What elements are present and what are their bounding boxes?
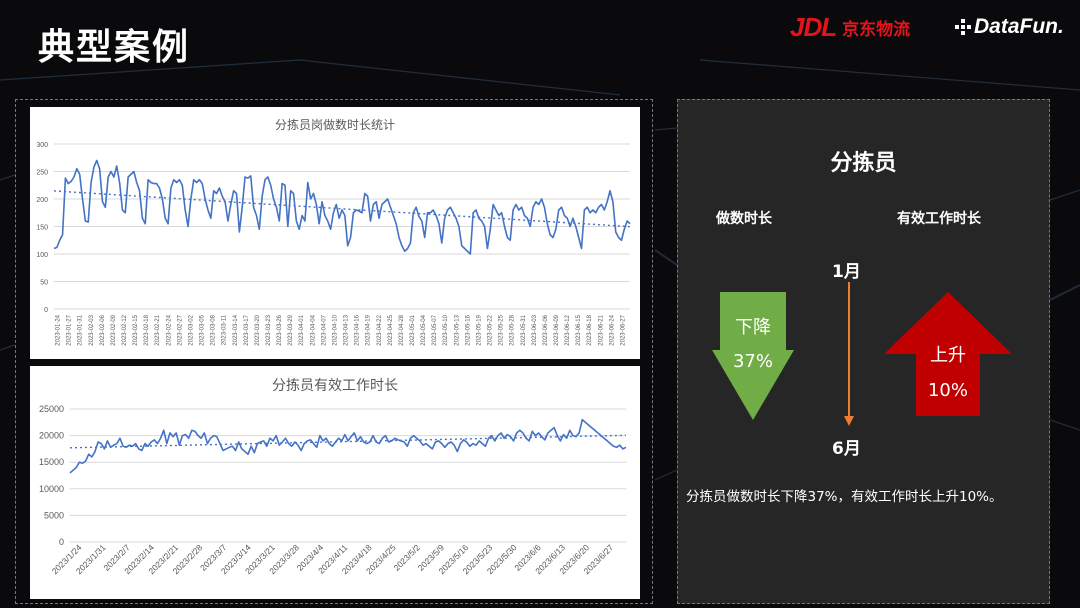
- x-tick-label: 2023-05-25: [499, 314, 505, 345]
- x-tick-label: 2023-03-14: [233, 314, 239, 345]
- x-tick-label: 2023-05-10: [443, 314, 449, 345]
- series-line: [69, 418, 627, 474]
- y-tick-label: 0: [59, 537, 64, 547]
- y-tick-label: 5000: [44, 510, 64, 520]
- x-tick-label: 2023-05-13: [454, 314, 460, 345]
- up-label: 上升: [930, 345, 966, 366]
- x-tick-label: 2023-02-03: [89, 314, 95, 345]
- jdl-logo-text: 京东物流: [842, 19, 911, 40]
- summary-title: 分拣员: [830, 151, 897, 176]
- x-tick-label: 2023-05-01: [410, 314, 416, 345]
- jdl-logo: JDL 京东物流: [790, 11, 911, 42]
- y-tick-label: 200: [36, 197, 48, 204]
- chart-effective-worktime-svg: 分拣员有效工作时长05000100001500020000250002023/1…: [39, 378, 627, 576]
- x-tick-label: 2023-01-27: [67, 314, 73, 345]
- x-tick-label: 2023-02-21: [155, 314, 161, 345]
- datafun-logo-text: DataFun.: [974, 15, 1064, 38]
- x-tick-label: 2023-02-18: [144, 314, 150, 345]
- label-effective-worktime: 有效工作时长: [897, 211, 981, 227]
- chart-sorting-duration-svg: 分拣员岗做数时长统计 0 50 100 150 200 250 300 2023-01-24 20…: [36, 117, 631, 346]
- x-tick-label: 2023-06-09: [554, 314, 560, 345]
- chart-sorting-duration: 分拣员岗做数时长统计 0 50 100 150 200 250 300 2023-01-24 20…: [30, 107, 640, 359]
- x-tick-label: 2023-03-02: [188, 314, 194, 345]
- x-tick-label: 2023-05-28: [510, 314, 516, 345]
- x-tick-label: 2023-03-29: [288, 314, 294, 345]
- y-tick-label: 100: [36, 252, 48, 259]
- x-tick-label: 2023-04-22: [377, 314, 383, 345]
- chart-title: 分拣员有效工作时长: [272, 378, 398, 394]
- timeline-arrow-icon: [844, 282, 854, 426]
- x-tick-label: 2023-01-24: [56, 314, 62, 345]
- y-tick-label: 50: [40, 280, 48, 287]
- x-tick-label: 2023-04-19: [366, 314, 372, 345]
- x-tick-label: 2023-04-01: [299, 314, 305, 345]
- x-tick-label: 2023-06-15: [576, 314, 582, 345]
- x-tick-label: 2023-02-15: [133, 314, 139, 345]
- down-label: 下降: [735, 317, 771, 338]
- conclusion-text: 分拣员做数时长下降37%，有效工作时长上升10%。: [686, 489, 1003, 505]
- chart-effective-worktime: 分拣员有效工作时长 0 5000 10000 15000 20000 25000 2023/1…: [30, 366, 640, 599]
- x-tick-label: 2023-06-27: [620, 314, 626, 345]
- x-tick-label: 2023-05-07: [432, 314, 438, 345]
- x-tick-label: 2023-03-11: [222, 314, 228, 345]
- x-tick-label: 2023-03-17: [244, 314, 250, 345]
- x-tick-label: 2023-04-04: [310, 314, 316, 345]
- y-tick-label: 15000: [39, 457, 64, 467]
- x-tick-label: 2023-06-24: [609, 314, 615, 345]
- x-tick-label: 2023-02-06: [100, 314, 106, 345]
- month-end: 6月: [832, 439, 861, 459]
- slide-title: 典型案例: [38, 27, 191, 68]
- x-tick-label: 2023-02-12: [122, 314, 128, 345]
- x-tick-label: 2023-03-08: [211, 314, 217, 345]
- x-tick-label: 2023-03-23: [266, 314, 272, 345]
- month-start: 1月: [832, 262, 861, 282]
- chart-title: 分拣员岗做数时长统计: [275, 117, 395, 132]
- series-line: [53, 159, 631, 255]
- x-tick-label: 2023-04-16: [355, 314, 361, 345]
- datafun-logo: DataFun.: [955, 14, 1064, 40]
- x-tick-label: 2023-02-24: [166, 314, 172, 345]
- label-sorting-duration: 做数时长: [716, 211, 772, 227]
- up-percent: 10%: [927, 380, 968, 401]
- x-tick-label: 2023-03-26: [277, 314, 283, 345]
- x-tick-label: 2023-03-05: [200, 314, 206, 345]
- x-tick-label: 2023-02-09: [111, 314, 117, 345]
- down-percent: 37%: [732, 351, 773, 372]
- x-tick-label: 2023-05-16: [465, 314, 471, 345]
- x-tick-label: 2023-04-07: [321, 314, 327, 345]
- y-tick-label: 250: [36, 170, 48, 177]
- y-tick-label: 150: [36, 225, 48, 232]
- x-tick-label: 2023-05-22: [488, 314, 494, 345]
- x-tick-label: 2023-06-18: [587, 314, 593, 345]
- x-tick-label: 2023-06-21: [598, 314, 604, 345]
- x-tick-label: 2023-04-25: [388, 314, 394, 345]
- x-tick-label: 2023-06-12: [565, 314, 571, 345]
- x-tick-label: 2023-05-04: [421, 314, 427, 345]
- trendline: [53, 190, 631, 228]
- datafun-dots-icon: [955, 19, 971, 35]
- y-tick-label: 0: [44, 307, 48, 314]
- y-tick-label: 300: [36, 142, 48, 149]
- y-tick-label: 20000: [39, 431, 64, 441]
- y-tick-label: 10000: [39, 484, 64, 494]
- x-tick-label: 2023-03-20: [255, 314, 261, 345]
- x-tick-label: 2023-04-28: [399, 314, 405, 345]
- x-tick-label: 2023-06-03: [532, 314, 538, 345]
- x-tick-label: 2023-05-19: [476, 314, 482, 345]
- x-tick-label: 2023-02-27: [177, 314, 183, 345]
- x-tick-label: 2023-06-06: [543, 314, 549, 345]
- x-tick-label: 2023-04-13: [344, 314, 350, 345]
- y-tick-label: 25000: [39, 404, 64, 414]
- x-tick-label: 2023-01-31: [78, 314, 84, 345]
- jdl-logo-mark: JDL: [790, 11, 837, 42]
- charts-panel: [15, 99, 653, 604]
- up-arrow-icon: [884, 292, 1012, 416]
- down-arrow-icon: [712, 292, 794, 420]
- x-tick-label: 2023-05-31: [521, 314, 527, 345]
- x-tick-label: 2023-04-10: [332, 314, 338, 345]
